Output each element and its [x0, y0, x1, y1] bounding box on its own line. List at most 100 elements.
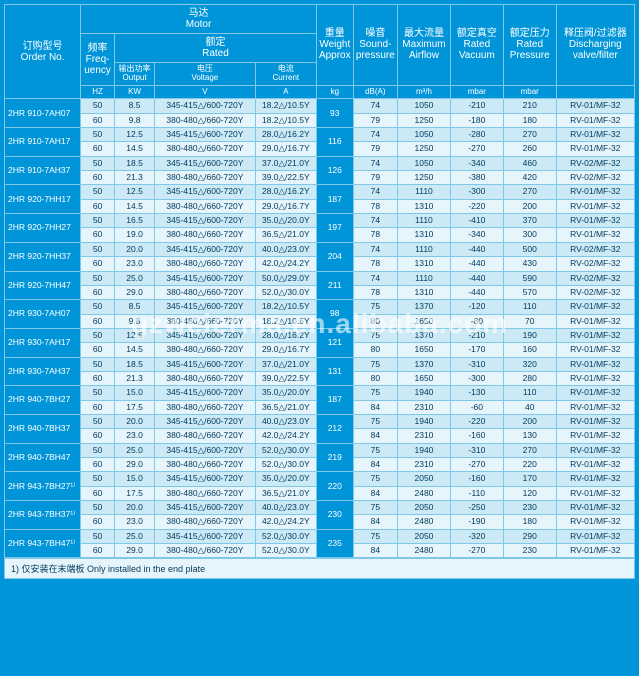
cell-discharge: RV-01/MF-32 [556, 486, 634, 500]
hdr-weight-cn: 重量 [325, 28, 345, 39]
cell-pressure: 110 [503, 300, 556, 314]
cell-discharge: RV-02/MF-32 [556, 156, 634, 170]
cell-output: 18.5 [114, 156, 154, 170]
cell-freq: 60 [81, 400, 115, 414]
hdr-rated-en: Rated [202, 48, 229, 59]
cell-model: 2HR 943-7BH47¹⁾ [5, 529, 81, 558]
cell-sound: 74 [353, 99, 397, 113]
cell-airflow: 2310 [398, 457, 451, 471]
cell-output: 29.0 [114, 544, 154, 558]
cell-model: 2HR 940-7BH47 [5, 443, 81, 472]
cell-output: 17.5 [114, 400, 154, 414]
hdr-sound-cn: 噪音 [365, 28, 385, 39]
cell-discharge: RV-01/MF-32 [556, 214, 634, 228]
cell-model: 2HR 930-7AH17 [5, 328, 81, 357]
cell-freq: 50 [81, 300, 115, 314]
cell-pressure: 230 [503, 544, 556, 558]
table-row: 2HR 940-7BH475025.0345-415△/600-720Y52.0… [5, 443, 635, 457]
cell-output: 12.5 [114, 328, 154, 342]
cell-voltage: 380-480△/660-720Y [155, 171, 255, 185]
cell-airflow: 1940 [398, 443, 451, 457]
cell-pressure: 220 [503, 457, 556, 471]
table-row: 2HR 920-7HH475025.0345-415△/600-720Y50.0… [5, 271, 635, 285]
cell-voltage: 345-415△/600-720Y [155, 501, 255, 515]
cell-discharge: RV-01/MF-32 [556, 501, 634, 515]
cell-freq: 60 [81, 544, 115, 558]
cell-voltage: 345-415△/600-720Y [155, 328, 255, 342]
table-row: 2HR 910-7AH175012.5345-415△/600-720Y28.0… [5, 128, 635, 142]
cell-vacuum: -440 [450, 271, 503, 285]
cell-current: 35.0△/20.0Y [255, 472, 316, 486]
cell-weight: 211 [316, 271, 353, 300]
table-row: 2HR 930-7AH07508.5345-415△/600-720Y18.2△… [5, 300, 635, 314]
cell-freq: 60 [81, 486, 115, 500]
cell-weight: 93 [316, 99, 353, 128]
hdr-pressure-en: Rated Pressure [510, 39, 550, 61]
cell-vacuum: -80 [450, 314, 503, 328]
cell-sound: 75 [353, 328, 397, 342]
unit-voltage: V [155, 85, 255, 99]
hdr-vacuum-cn: 额定真空 [457, 28, 497, 39]
cell-pressure: 210 [503, 99, 556, 113]
cell-freq: 60 [81, 314, 115, 328]
cell-voltage: 380-480△/660-720Y [155, 314, 255, 328]
cell-freq: 60 [81, 371, 115, 385]
cell-current: 28.0△/16.2Y [255, 185, 316, 199]
cell-current: 37.0△/21.0Y [255, 156, 316, 170]
cell-output: 20.0 [114, 501, 154, 515]
cell-pressure: 110 [503, 386, 556, 400]
cell-sound: 74 [353, 214, 397, 228]
hdr-output-en: Output [123, 73, 147, 82]
table-row: 2HR 943-7BH47¹⁾5025.0345-415△/600-720Y52… [5, 529, 635, 543]
cell-discharge: RV-02/MF-32 [556, 257, 634, 271]
cell-discharge: RV-01/MF-32 [556, 386, 634, 400]
cell-current: 52.0△/30.0Y [255, 457, 316, 471]
cell-model: 2HR 940-7BH37 [5, 414, 81, 443]
cell-sound: 75 [353, 443, 397, 457]
cell-output: 19.0 [114, 228, 154, 242]
cell-sound: 78 [353, 228, 397, 242]
cell-output: 21.3 [114, 371, 154, 385]
hdr-weight-en: Weight Approx [319, 39, 351, 61]
cell-discharge: RV-01/MF-32 [556, 515, 634, 529]
cell-current: 29.0△/16.7Y [255, 343, 316, 357]
cell-pressure: 230 [503, 501, 556, 515]
cell-output: 23.0 [114, 429, 154, 443]
cell-vacuum: -410 [450, 214, 503, 228]
cell-current: 35.0△/20.0Y [255, 214, 316, 228]
cell-current: 39.0△/22.5Y [255, 371, 316, 385]
cell-output: 29.0 [114, 457, 154, 471]
cell-airflow: 1110 [398, 185, 451, 199]
cell-pressure: 570 [503, 285, 556, 299]
cell-discharge: RV-01/MF-32 [556, 142, 634, 156]
cell-current: 18.2△/10.5Y [255, 99, 316, 113]
hdr-voltage-en: Voltage [192, 73, 219, 82]
cell-current: 36.5△/21.0Y [255, 228, 316, 242]
cell-model: 2HR 910-7AH07 [5, 99, 81, 128]
cell-airflow: 1370 [398, 357, 451, 371]
cell-sound: 74 [353, 128, 397, 142]
cell-weight: 131 [316, 357, 353, 386]
cell-pressure: 200 [503, 414, 556, 428]
cell-sound: 84 [353, 400, 397, 414]
cell-discharge: RV-01/MF-32 [556, 414, 634, 428]
cell-current: 42.0△/24.2Y [255, 515, 316, 529]
cell-voltage: 345-415△/600-720Y [155, 443, 255, 457]
cell-vacuum: -210 [450, 99, 503, 113]
cell-airflow: 2310 [398, 400, 451, 414]
cell-output: 18.5 [114, 357, 154, 371]
cell-model: 2HR 920-7HH27 [5, 214, 81, 243]
cell-discharge: RV-01/MF-32 [556, 429, 634, 443]
cell-output: 12.5 [114, 128, 154, 142]
cell-weight: 121 [316, 328, 353, 357]
cell-output: 17.5 [114, 486, 154, 500]
cell-vacuum: -300 [450, 371, 503, 385]
cell-discharge: RV-01/MF-32 [556, 314, 634, 328]
cell-vacuum: -210 [450, 328, 503, 342]
cell-vacuum: -180 [450, 113, 503, 127]
cell-airflow: 1050 [398, 156, 451, 170]
hdr-discharge-cn: 释压阀/过滤器 [564, 28, 627, 39]
cell-freq: 60 [81, 113, 115, 127]
cell-vacuum: -340 [450, 156, 503, 170]
footnote: 1) 仅安装在末端板 Only installed in the end pla… [4, 558, 635, 579]
